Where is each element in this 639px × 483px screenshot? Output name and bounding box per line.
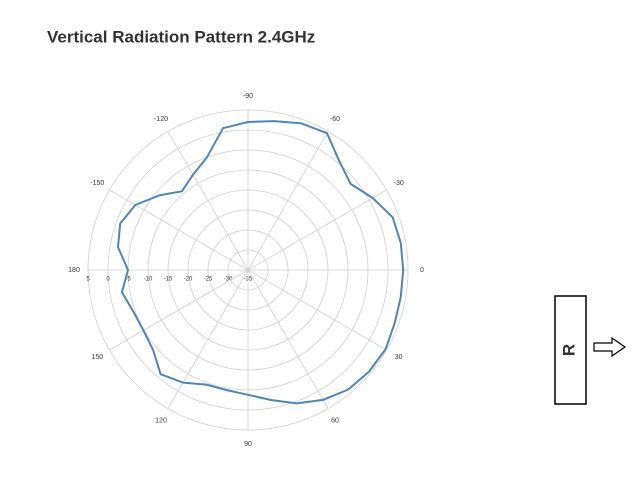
grid-spoke (247, 189, 387, 271)
grid-spoke (109, 189, 249, 271)
theta-tick-label: -150 (90, 180, 104, 187)
annotation: R (559, 344, 578, 356)
r-tick-label: -10 (144, 277, 153, 283)
label-box (554, 295, 587, 405)
r-tick-label: 0 (106, 277, 110, 283)
grid-spoke (247, 269, 387, 351)
theta-tick-label: 0 (420, 267, 424, 274)
theta-tick-label: 30 (395, 354, 403, 361)
theta-tick-label: -120 (154, 116, 168, 123)
r-tick-label: -30 (224, 277, 233, 283)
theta-tick-label: -60 (330, 116, 340, 123)
theta-tick-label: 120 (155, 418, 167, 425)
chart-title: Vertical Radiation Pattern 2.4GHz (47, 27, 315, 46)
grid-spoke (167, 131, 249, 271)
r-tick-label: -20 (184, 277, 193, 283)
r-tick-label: -25 (204, 277, 213, 283)
grid-spoke (247, 131, 329, 271)
theta-tick-label: 90 (244, 441, 252, 448)
theta-tick-label: -90 (243, 93, 253, 100)
theta-tick-label: 180 (68, 267, 80, 274)
grid-spoke (247, 269, 329, 409)
arrow (593, 336, 627, 358)
theta-tick-label: -30 (394, 180, 404, 187)
grid-spoke (167, 269, 249, 409)
theta-tick-label: 150 (91, 354, 103, 361)
r-tick-label: -15 (164, 277, 173, 283)
theta-tick-label: 60 (331, 418, 339, 425)
grid-spoke (109, 269, 249, 351)
r-tick-label: -5 (125, 277, 131, 283)
r-tick-label: 5 (86, 277, 90, 283)
pattern-line (117, 120, 405, 405)
